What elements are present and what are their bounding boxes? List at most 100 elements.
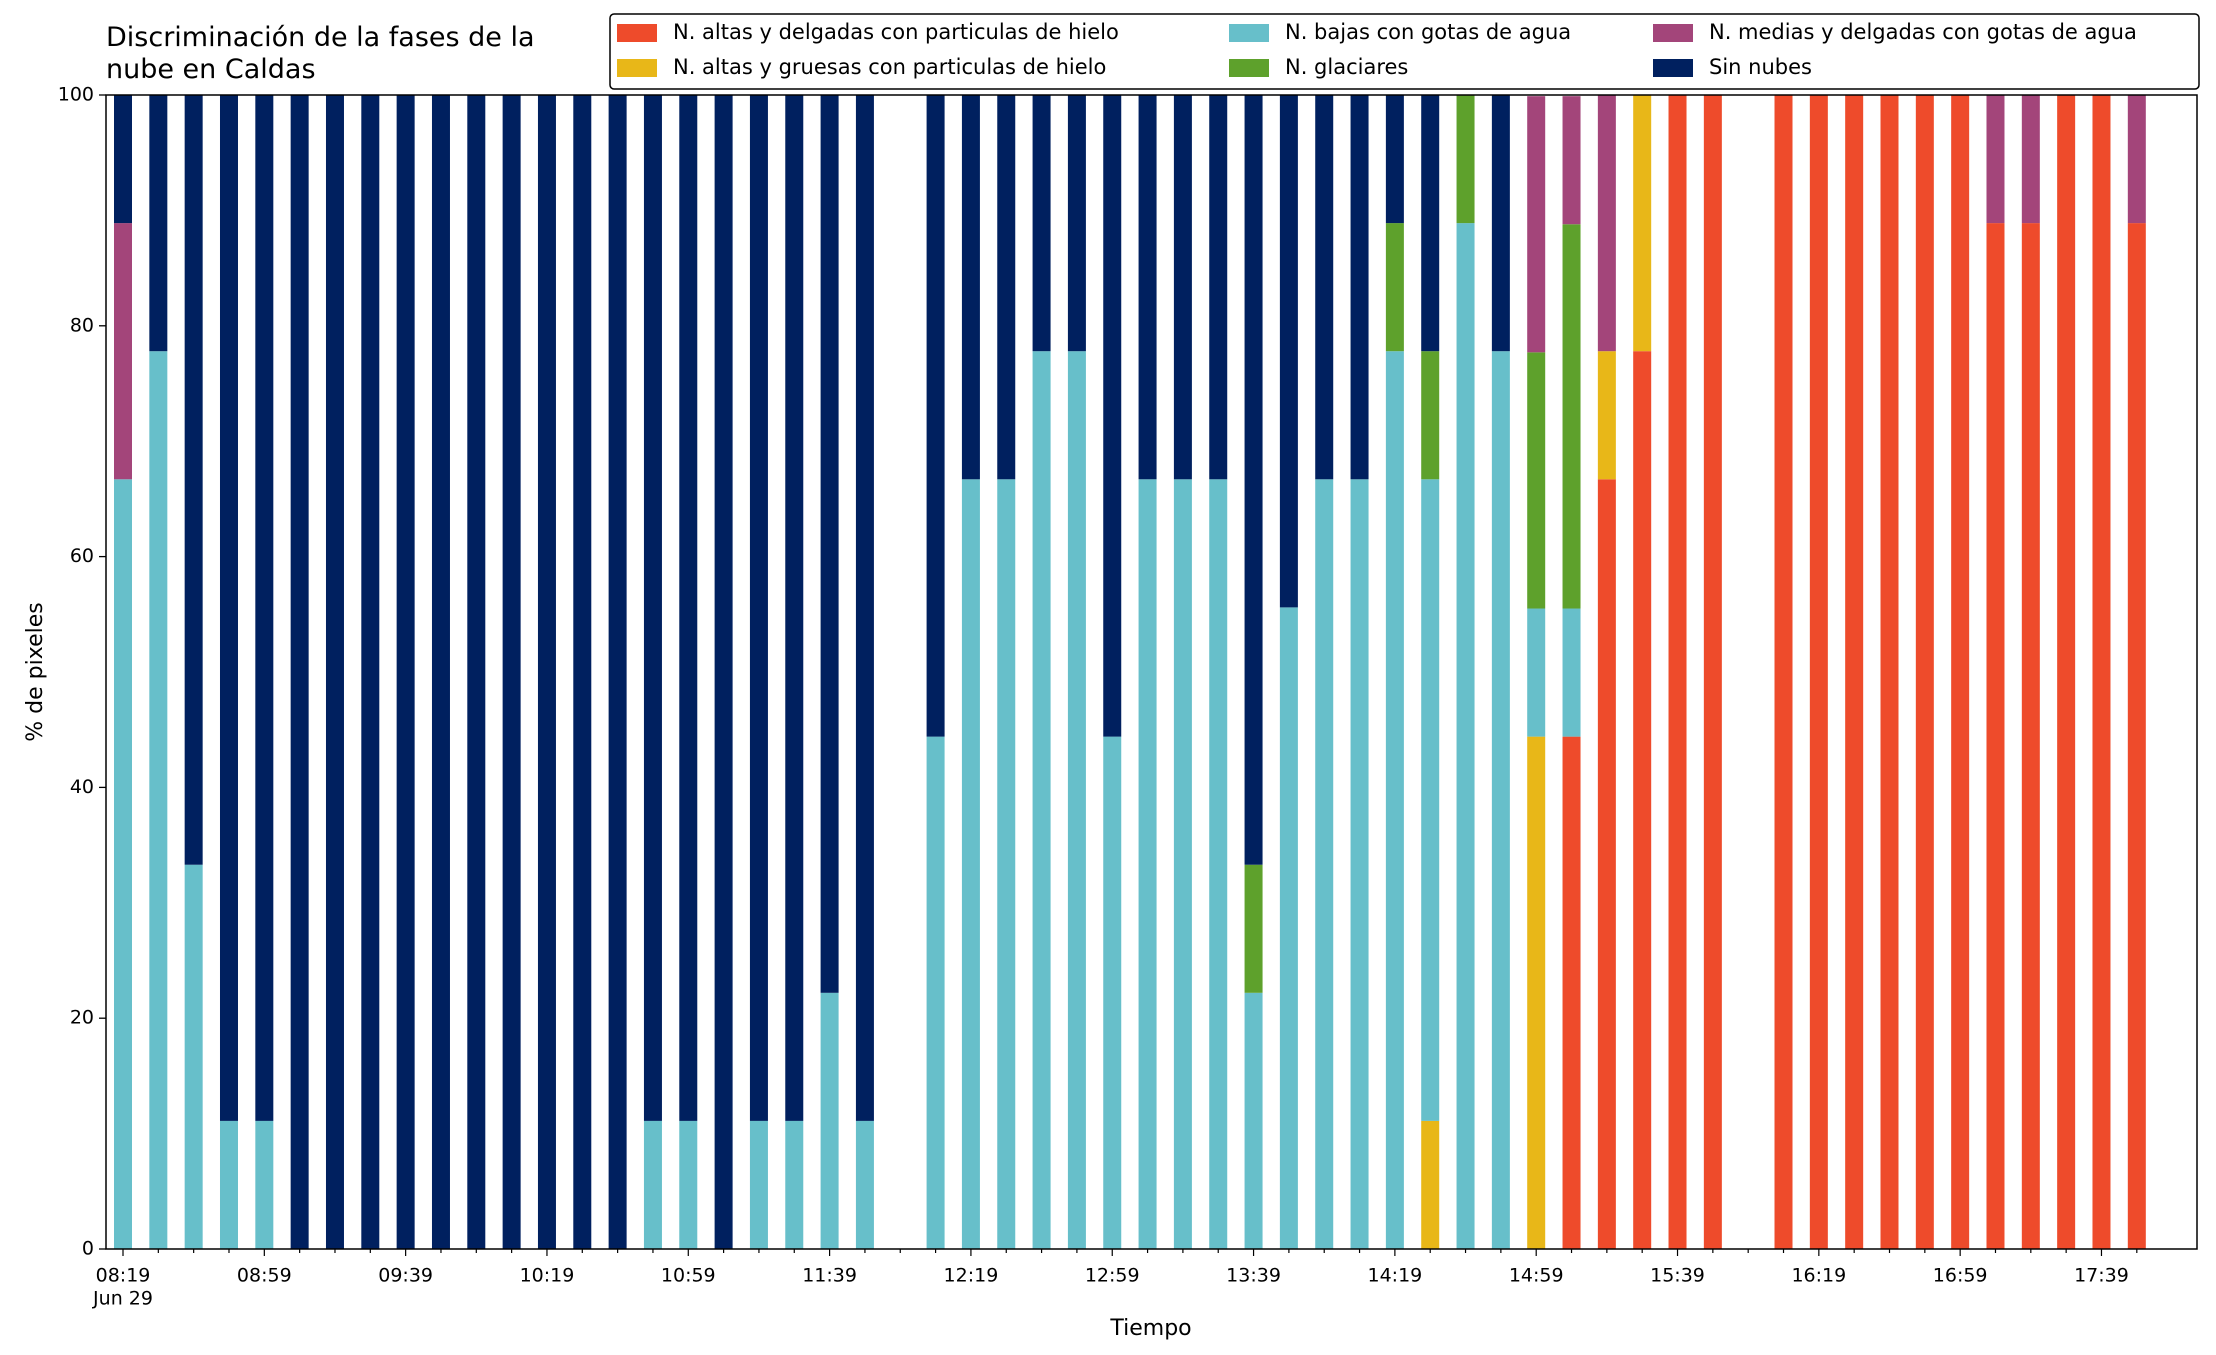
legend-swatch (617, 59, 657, 77)
x-tick-label: 10:19 (520, 1265, 575, 1287)
legend-swatch (1229, 59, 1269, 77)
bar-segment (1986, 95, 2005, 224)
x-tick-label: 14:19 (1367, 1265, 1422, 1287)
legend-label: N. bajas con gotas de agua (1285, 20, 1571, 44)
bar-segment (1103, 95, 1122, 737)
legend-swatch (617, 24, 657, 42)
bar-segment (1209, 479, 1228, 1250)
bar-segment (1421, 1120, 1440, 1249)
bar-segment (502, 95, 521, 1249)
bar-segment (855, 1120, 874, 1249)
bar-segment (1244, 95, 1263, 865)
legend-label: N. altas y delgadas con particulas de hi… (673, 20, 1119, 44)
bar-segment (114, 95, 132, 224)
bar-segment (1103, 736, 1122, 1249)
legend-label: N. glaciares (1285, 55, 1408, 79)
bar-segment (926, 95, 945, 737)
y-tick-label: 60 (70, 545, 94, 567)
bar-segment (1527, 608, 1546, 737)
bar-segment (361, 95, 380, 1249)
bar-segment (431, 95, 450, 1249)
bar-segment (1067, 351, 1086, 1249)
bar-segment (1880, 95, 1899, 1249)
bar-segment (573, 95, 592, 1249)
bar-segment (2127, 95, 2146, 224)
bar-segment (1774, 95, 1793, 1249)
bar-segment (1138, 479, 1157, 1250)
bar-segment (255, 95, 274, 1121)
x-axis-label: Tiempo (1109, 1316, 1191, 1341)
bar-segment (785, 95, 804, 1121)
x-tick-label: 09:39 (378, 1265, 433, 1287)
bar-segment (1421, 95, 1440, 352)
bar-segment (467, 95, 486, 1249)
chart-title: Discriminación de la fases de la nube en… (106, 22, 535, 85)
bar-segment (1527, 736, 1546, 1249)
bar-segment (608, 95, 627, 1249)
bar-segment (1173, 479, 1192, 1250)
x-tick-label: 17:39 (2074, 1265, 2129, 1287)
bar-segment (926, 736, 945, 1249)
bar-segment (219, 1120, 238, 1249)
bar-segment (255, 1120, 274, 1249)
bar-segment (1633, 95, 1652, 352)
bar-segment (1491, 95, 1510, 352)
legend-label: N. altas y gruesas con particulas de hie… (673, 55, 1106, 79)
bar-segment (1562, 96, 1581, 225)
bar-segment (149, 351, 168, 1249)
bar-segment (114, 479, 132, 1250)
bar-segment (396, 95, 415, 1249)
bar-segment (537, 95, 556, 1249)
bar-segment (1845, 95, 1864, 1249)
bar-segment (1350, 479, 1369, 1250)
bar-segment (2092, 95, 2111, 1249)
x-tick-label: 15:39 (1650, 1265, 1705, 1287)
bar-segment (149, 95, 168, 352)
y-tick-label: 80 (70, 314, 94, 336)
bar-segment (184, 95, 203, 865)
bar-segment (1668, 95, 1687, 1249)
y-axis-label: % de pixeles (23, 602, 48, 741)
bar-segment (1597, 479, 1616, 1250)
y-tick-label: 0 (82, 1238, 94, 1260)
bar-segment (325, 95, 344, 1249)
bar-segment (114, 223, 132, 480)
bar-segment (1562, 608, 1581, 737)
plot-frame (105, 94, 2198, 1250)
bar-segment (1915, 95, 1934, 1249)
bar-segment (714, 95, 733, 1249)
bar-segment (855, 95, 874, 1121)
bar-segment (1138, 95, 1157, 480)
bar-segment (1279, 95, 1298, 608)
bar-segment (1562, 736, 1581, 1249)
bar-segment (643, 1120, 662, 1249)
bar-segment (1173, 95, 1192, 480)
bar-segment (820, 992, 839, 1249)
bar-segment (1032, 351, 1051, 1249)
legend-swatch (1653, 24, 1693, 42)
legend-swatch (1229, 24, 1269, 42)
x-tick-label: 10:59 (661, 1265, 716, 1287)
bar-segment (1385, 351, 1404, 1249)
bar-segment (1597, 95, 1616, 352)
bar-segment (290, 95, 309, 1249)
bar-segment (749, 95, 768, 1121)
bar-segment (679, 1120, 698, 1249)
y-tick-label: 20 (70, 1007, 94, 1029)
bar-segment (184, 864, 203, 1249)
bar-segment (1527, 352, 1546, 609)
x-tick-label: 12:59 (1085, 1265, 1140, 1287)
legend-swatch (1653, 59, 1693, 77)
bar-segment (1385, 95, 1404, 224)
bar-segment (785, 1120, 804, 1249)
bar-segment (1986, 223, 2005, 1249)
x-tick-label: 12:19 (944, 1265, 999, 1287)
x-tick-label: 08:19 (96, 1265, 151, 1287)
bar-segment (1279, 607, 1298, 1249)
bar-segment (1421, 479, 1440, 1121)
x-tick-label: 16:59 (1933, 1265, 1988, 1287)
legend-box (609, 13, 2200, 90)
bar-segment (1244, 992, 1263, 1249)
bar-segment (2021, 95, 2040, 224)
